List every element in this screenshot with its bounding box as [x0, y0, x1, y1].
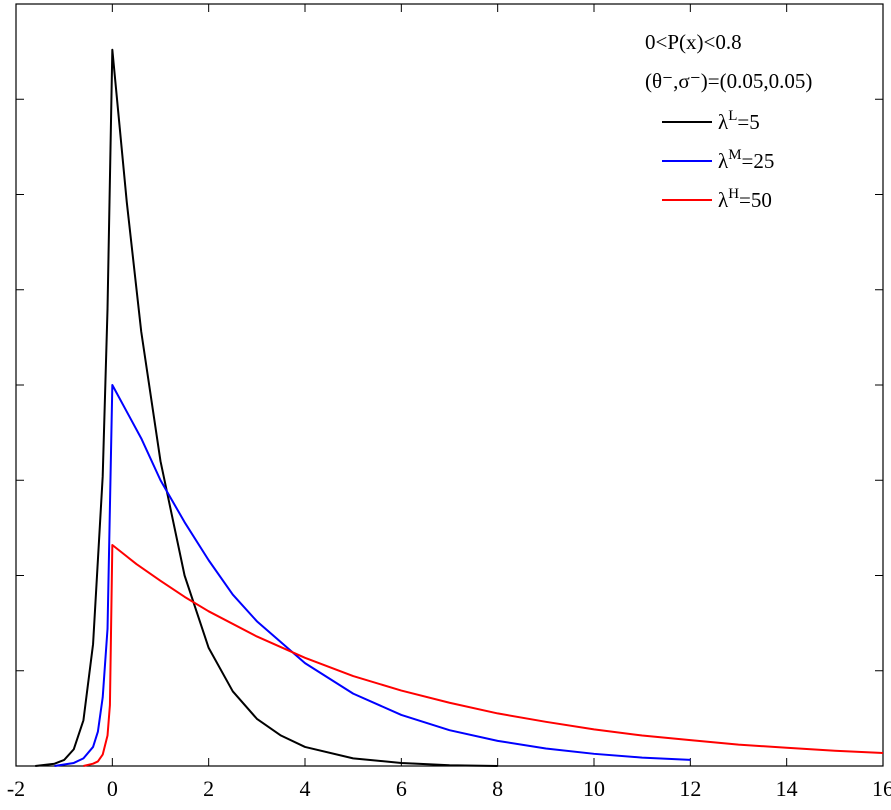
x-tick-label: 8	[492, 776, 503, 801]
legend: 0<P(x)<0.8 (θ⁻,σ⁻)=(0.05,0.05) λL=5 λM=2…	[645, 30, 812, 212]
x-tick-label: 10	[583, 776, 605, 801]
legend-label-medium: λM=25	[718, 147, 774, 173]
x-tick-labels: -2 0 2 4 6 8 10 12 14 16	[7, 776, 891, 801]
series-line-high	[83, 544, 884, 767]
series-layer	[35, 48, 884, 767]
x-tick-label: 0	[107, 776, 118, 801]
x-tick-label: 6	[396, 776, 407, 801]
series-line-low	[35, 48, 498, 767]
annotation-probability-range: 0<P(x)<0.8	[645, 30, 742, 54]
annotation-theta-sigma: (θ⁻,σ⁻)=(0.05,0.05)	[645, 69, 812, 93]
x-tick-label: 12	[679, 776, 701, 801]
x-tick-label: 16	[872, 776, 891, 801]
legend-label-high: λH=50	[718, 186, 772, 212]
series-line-medium	[54, 384, 691, 767]
x-tick-label: -2	[7, 776, 25, 801]
x-tick-label: 14	[776, 776, 798, 801]
legend-label-low: λL=5	[718, 108, 760, 134]
x-tick-label: 2	[203, 776, 214, 801]
x-tick-label: 4	[300, 776, 311, 801]
